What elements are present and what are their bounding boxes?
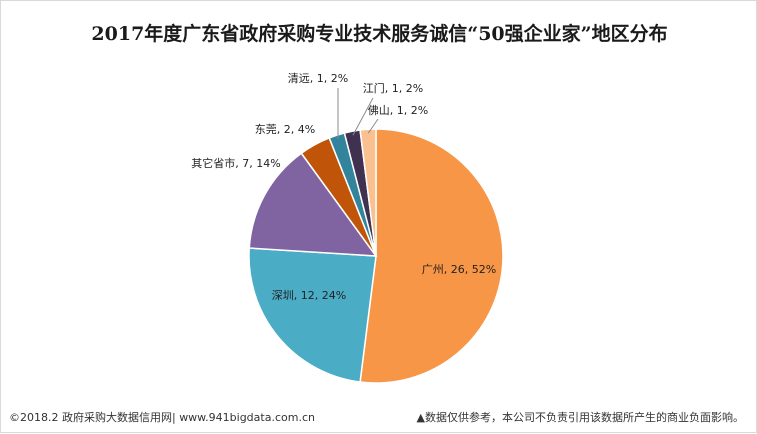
data-label-6: 江门, 1, 2%: [363, 81, 423, 95]
data-label-2: 深圳, 12, 24%: [272, 289, 346, 302]
footer-disclaimer: ▲数据仅供参考，本公司不负责引用该数据所产生的商业负面影响。: [416, 411, 744, 424]
leader-line-7: [367, 118, 379, 134]
pie-slice-1: [359, 128, 504, 384]
chart-title: 2017年度广东省政府采购专业技术服务诚信“50强企业家”地区分布: [91, 23, 668, 45]
data-label-7: 佛山, 1, 2%: [368, 104, 428, 117]
pie-slice-2: [248, 247, 377, 383]
footer-source: ©2018.2 政府采购大数据信用网| www.941bigdata.com.c…: [9, 411, 315, 424]
data-label-1: 广州, 26, 52%: [422, 263, 496, 276]
data-label-4: 东莞, 2, 4%: [255, 123, 315, 136]
pie-slice-3: [248, 152, 378, 257]
data-label-3: 其它省市, 7, 14%: [191, 156, 280, 170]
data-label-5: 清远, 1, 2%: [288, 72, 348, 85]
leader-line-6: [352, 97, 374, 136]
pie-slice-7: [359, 128, 377, 257]
